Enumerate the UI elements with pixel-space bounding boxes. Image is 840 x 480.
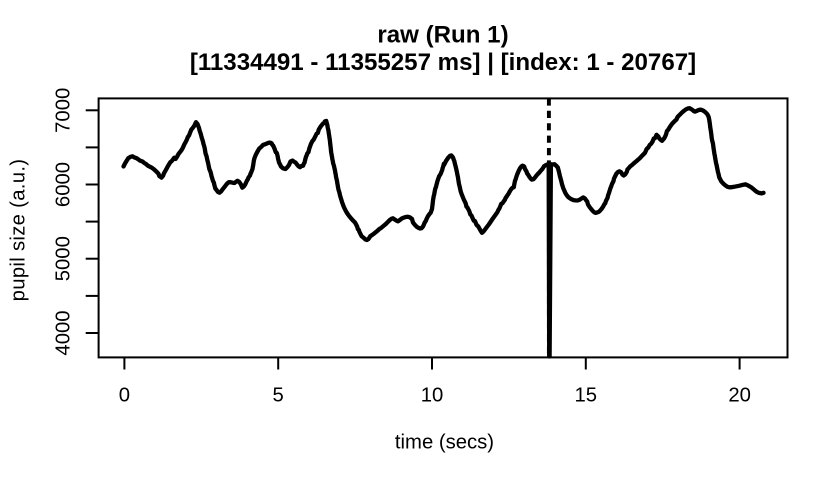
svg-text:5000: 5000 xyxy=(52,236,74,281)
svg-text:pupil size (a.u.): pupil size (a.u.) xyxy=(7,159,29,302)
svg-text:4000: 4000 xyxy=(52,310,74,355)
svg-text:20: 20 xyxy=(728,385,751,407)
svg-text:[11334491 - 11355257 ms] | [in: [11334491 - 11355257 ms] | [index: 1 - 2… xyxy=(190,49,696,76)
svg-text:raw (Run 1): raw (Run 1) xyxy=(377,21,508,48)
svg-text:5: 5 xyxy=(273,385,284,407)
svg-text:15: 15 xyxy=(575,385,598,407)
svg-text:6000: 6000 xyxy=(52,162,74,207)
svg-text:0: 0 xyxy=(119,385,130,407)
svg-text:time (secs): time (secs) xyxy=(395,432,494,454)
svg-text:7000: 7000 xyxy=(52,88,74,133)
svg-text:10: 10 xyxy=(421,385,444,407)
